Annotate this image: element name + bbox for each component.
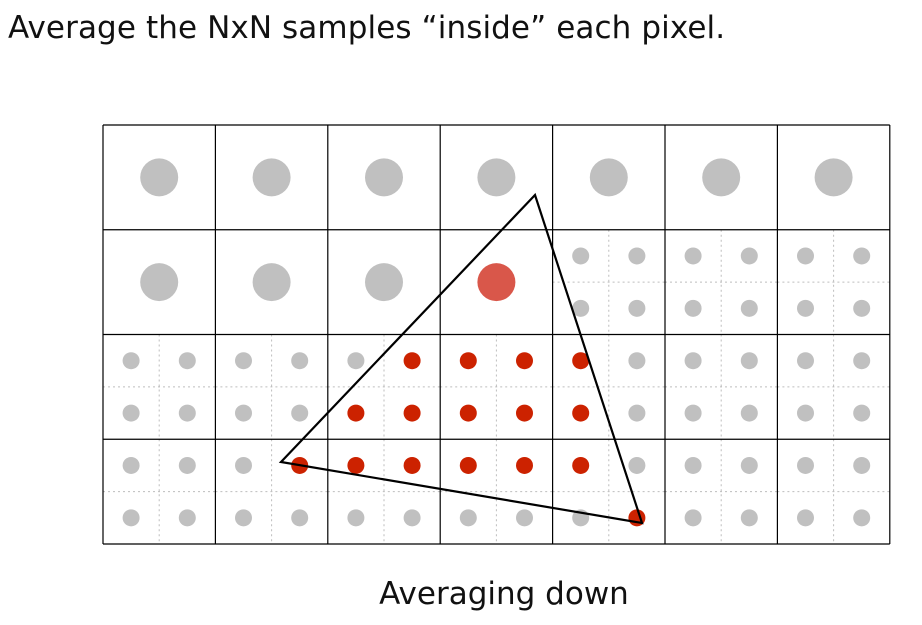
sample-dot-outside (797, 404, 814, 422)
sample-dot-outside (178, 509, 196, 527)
sample-dot-outside (684, 247, 702, 265)
sample-dot-outside (797, 247, 814, 265)
sample-dots (122, 158, 871, 527)
triangle-outline (278, 192, 644, 525)
averaged-pixel-dot (252, 158, 291, 197)
averaged-pixel-dot (365, 158, 403, 197)
sample-dot-outside (628, 247, 646, 265)
averaged-pixel-dot (814, 158, 853, 197)
sample-dot-outside (684, 404, 702, 422)
page-title: Average the NxN samples “inside” each pi… (8, 10, 726, 46)
triangle-layer (278, 192, 644, 525)
sample-dot-inside (516, 404, 533, 422)
sample-dot-inside (572, 404, 590, 422)
sample-dot-outside (684, 456, 702, 474)
sample-dot-outside (122, 352, 140, 370)
sample-dot-inside (459, 456, 477, 474)
sample-dot-outside (347, 352, 365, 370)
sample-dot-outside (740, 299, 758, 317)
sample-dot-outside (684, 509, 702, 527)
sample-dot-inside (459, 352, 477, 370)
sample-dot-outside (516, 509, 533, 527)
sample-dot-outside (797, 352, 814, 370)
sample-dot-outside (628, 456, 646, 474)
sample-dot-outside (122, 509, 140, 527)
sample-dot-outside (853, 509, 871, 527)
sample-dot-inside (572, 352, 590, 370)
sample-dot-outside (235, 352, 252, 370)
averaged-pixel-dot (477, 158, 516, 197)
sample-dot-outside (628, 299, 646, 317)
sample-dot-outside (740, 509, 758, 527)
sample-dot-outside (291, 352, 309, 370)
averaged-pixel-dot (589, 158, 628, 197)
sample-dot-inside (403, 352, 421, 370)
sample-dot-inside (403, 456, 421, 474)
sample-subgrid (103, 229, 890, 544)
sample-dot-outside (740, 456, 758, 474)
averaged-pixel-dot (140, 158, 179, 197)
sample-dot-outside (684, 299, 702, 317)
sample-dot-outside (740, 247, 758, 265)
sample-dot-outside (235, 456, 252, 474)
averaged-pixel-dot (252, 263, 291, 302)
sample-dot-inside (572, 456, 590, 474)
sample-dot-outside (853, 352, 871, 370)
sample-dot-outside (178, 456, 196, 474)
sample-dot-outside (853, 247, 871, 265)
sample-dot-outside (459, 509, 477, 527)
sample-dot-outside (853, 299, 871, 317)
sample-dot-inside (459, 404, 477, 422)
sample-dot-outside (628, 352, 646, 370)
sample-dot-outside (178, 404, 196, 422)
sample-dot-outside (572, 247, 590, 265)
sample-dot-outside (853, 456, 871, 474)
averaged-pixel-dot (702, 158, 741, 197)
sample-dot-inside (347, 456, 365, 474)
sample-dot-outside (797, 456, 814, 474)
pixel-grid (102, 124, 891, 545)
sample-dot-outside (291, 509, 309, 527)
averaged-pixel-dot (477, 263, 516, 302)
sample-dot-outside (628, 404, 646, 422)
sample-dot-inside (403, 404, 421, 422)
sample-dot-outside (684, 352, 702, 370)
sample-dot-outside (235, 509, 252, 527)
averaged-pixel-dot (140, 263, 179, 302)
sample-dot-inside (516, 456, 533, 474)
sample-dot-inside (516, 352, 533, 370)
sample-dot-outside (347, 509, 365, 527)
sample-dot-inside (347, 404, 365, 422)
caption: Averaging down (379, 576, 629, 612)
sample-dot-outside (403, 509, 421, 527)
sample-dot-outside (122, 404, 140, 422)
averaged-pixel-dot (365, 263, 403, 302)
sample-dot-outside (572, 299, 590, 317)
sample-dot-outside (178, 352, 196, 370)
sample-dot-outside (853, 404, 871, 422)
sample-dot-outside (291, 404, 309, 422)
sample-dot-outside (740, 352, 758, 370)
sample-dot-outside (740, 404, 758, 422)
sample-dot-outside (122, 456, 140, 474)
sample-dot-outside (797, 509, 814, 527)
sample-dot-outside (797, 299, 814, 317)
sample-dot-outside (235, 404, 252, 422)
